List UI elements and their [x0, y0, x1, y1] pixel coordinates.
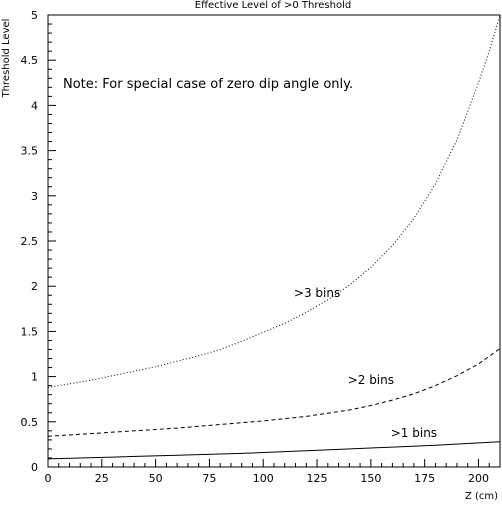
y-tick-label: 1.5: [21, 325, 39, 338]
x-tick-label: 25: [95, 472, 109, 485]
y-axis-label: Threshold Level: [1, 19, 12, 99]
x-tick-label: 100: [253, 472, 274, 485]
y-tick-label: 0: [31, 461, 38, 474]
x-tick-label: 75: [202, 472, 216, 485]
x-tick-label: 200: [468, 472, 489, 485]
series-label-3-bins: >3 bins: [294, 286, 340, 300]
y-tick-label: 1: [31, 371, 38, 384]
series-line-1-bins: [47, 441, 501, 460]
y-tick-label: 2: [31, 280, 38, 293]
series-line-2-bins: [47, 348, 501, 437]
chart-title: Effective Level of >0 Threshold: [195, 0, 351, 11]
y-tick-label: 4.5: [21, 54, 39, 67]
series-label-2-bins: >2 bins: [348, 373, 394, 387]
y-tick-label: 3: [31, 190, 38, 203]
y-tick-label: 0.5: [21, 416, 39, 429]
y-tick-label: 5: [31, 9, 38, 22]
y-tick-label: 3.5: [21, 145, 39, 158]
x-tick-label: 50: [149, 472, 163, 485]
x-tick-label: 150: [360, 472, 381, 485]
y-tick-label: 4: [31, 99, 38, 112]
y-tick-label: 2.5: [21, 235, 39, 248]
plot-marks: 0 25 50 75 100 125 150 175 200 0 0.5 1 1.5 2 2.5 3 3.5 4 4…: [21, 9, 501, 485]
series-label-1-bins: >1 bins: [391, 426, 437, 440]
x-tick-label: 175: [414, 472, 435, 485]
x-tick-label: 125: [307, 472, 328, 485]
chart-note: Note: For special case of zero dip angle…: [63, 77, 353, 92]
x-axis-label: Z (cm): [465, 491, 498, 502]
series-line-3-bins: [47, 14, 501, 388]
x-tick-label: 0: [45, 472, 52, 485]
